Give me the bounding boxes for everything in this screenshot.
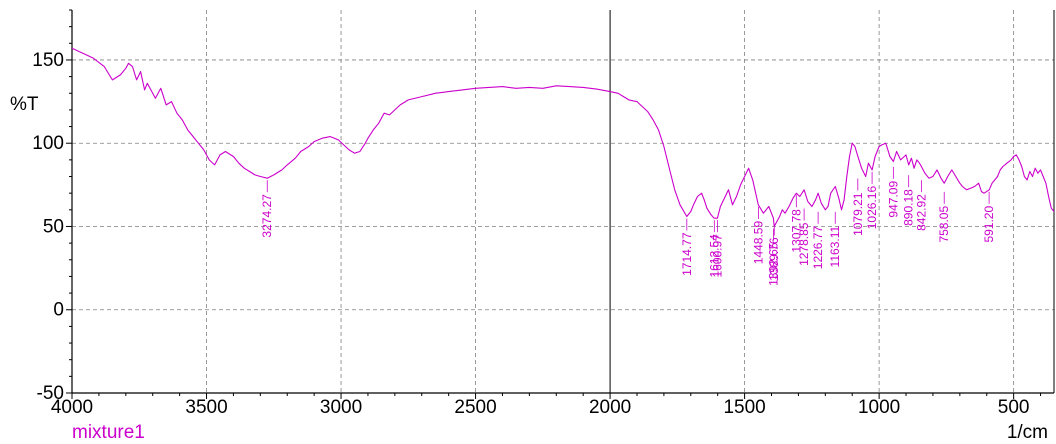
peak-label-text: 1026.16 [865,186,879,230]
peak-label: 1278.85 [797,208,811,266]
peak-label: 1226.77 [811,211,825,270]
peak-label-text: 1163.11 [828,226,842,268]
peak-label: 591.20 [982,191,996,243]
y-tick-label: 50 [43,216,64,237]
peak-label-text: 842.92 [914,194,928,231]
x-tick-label: 500 [998,397,1030,418]
peak-label: 1389.76 [767,223,781,281]
x-tick-label: 3500 [185,397,227,418]
tick-labels: 4000 3500 3000 2500 2000 1500 1000 500 -50 0 50 100… [32,50,1029,418]
peak-label-text: 1612.54 [707,234,721,278]
x-tick-label: 3000 [320,397,362,418]
peak-label-text: 1226.77 [811,226,825,270]
peak-label: 1307.78 [789,195,803,253]
axes [66,9,1055,399]
peak-label-text: 1278.85 [797,222,811,266]
x-tick-label: 4000 [51,397,93,418]
peak-label: 1079.21 [851,178,865,236]
peak-label: 890.18 [902,175,916,226]
sample-name: mixture1 [72,422,145,443]
peak-label: 1448.59 [751,206,765,265]
spectrum [71,47,1055,228]
x-unit-label: 1/cm [1007,422,1048,443]
peak-label-text: 3274.27 [260,194,274,238]
y-tick-label: 0 [53,300,64,321]
x-tick-label: 1500 [723,397,765,418]
peak-label: 842.92 [914,180,928,231]
x-tick-label: 1000 [858,397,900,418]
y-tick-label: -50 [37,383,64,404]
spectrum-line [71,47,1055,228]
peak-label-text: 1389.76 [767,237,781,281]
peak-label: 1612.54 [707,220,721,278]
y-tick-label: 100 [32,133,64,154]
peak-label-text: 890.18 [902,189,916,226]
peak-label: 1026.16 [865,171,879,230]
y-unit-label: %T [10,94,39,115]
grid-lines [72,10,1054,393]
peak-label-text: 1307.78 [789,209,803,253]
peak-label: 3274.27 [260,180,274,238]
peak-label-text: 591.20 [982,206,996,243]
peak-label-text: 1600.97 [710,234,724,278]
peak-label: 1714.77 [680,218,694,276]
peak-label-text: 1448.59 [751,221,765,265]
peak-label: 1163.11 [828,211,842,268]
x-tick-label: 2000 [589,397,631,418]
peak-label-text: 1392.65 [766,242,780,286]
x-tick-label: 2500 [454,397,496,418]
peak-label: 758.05 [937,191,951,243]
y-tick-label: 150 [32,50,64,71]
peak-label: 1600.97 [710,220,724,278]
peak-label-text: 1714.77 [680,232,694,276]
peak-label-text: 947.09 [886,181,900,218]
peak-label-text: 758.05 [937,206,951,243]
peak-label: 1392.65 [766,228,780,286]
peak-label-text: 1079.21 [851,192,865,236]
peak-label: 947.09 [886,166,900,218]
